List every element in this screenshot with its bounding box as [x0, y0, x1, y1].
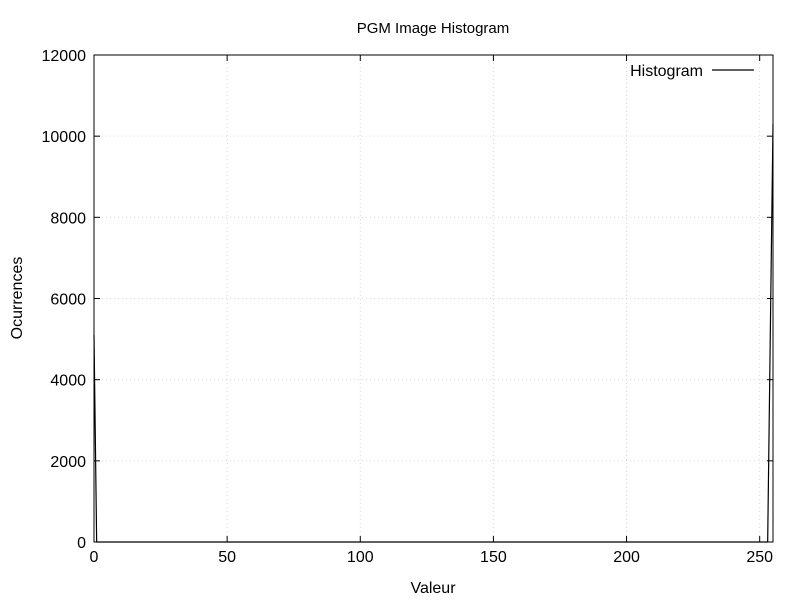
- x-tick-label: 50: [218, 549, 236, 566]
- x-tick-label: 100: [347, 549, 374, 566]
- x-tick-label: 0: [90, 549, 99, 566]
- x-axis-title: Valeur: [410, 580, 456, 597]
- plot-frame: [93, 54, 774, 543]
- y-tick-label: 12000: [42, 48, 87, 65]
- x-tick-label: 150: [480, 549, 507, 566]
- series-line-histogram: [93, 123, 774, 543]
- legend: Histogram: [630, 63, 754, 80]
- y-tick-label: 10000: [42, 129, 87, 146]
- y-axis-title: Ocurrences: [9, 257, 26, 340]
- x-tick-label: 250: [746, 549, 773, 566]
- y-tick-label: 2000: [50, 454, 86, 471]
- y-tick-label: 4000: [50, 373, 86, 390]
- series-layer: [93, 123, 774, 543]
- y-tick-label: 6000: [50, 292, 86, 309]
- x-tick-label: 200: [613, 549, 640, 566]
- grid: [94, 55, 773, 542]
- y-tick-label: 8000: [50, 210, 86, 227]
- legend-label: Histogram: [630, 63, 703, 80]
- y-tick-label: 0: [77, 535, 86, 552]
- axis-ticks: 0 2000 4000 6000 8000 10000 12000 0 50 100 150 200 2…: [42, 48, 774, 566]
- chart-title: PGM Image Histogram: [357, 20, 510, 37]
